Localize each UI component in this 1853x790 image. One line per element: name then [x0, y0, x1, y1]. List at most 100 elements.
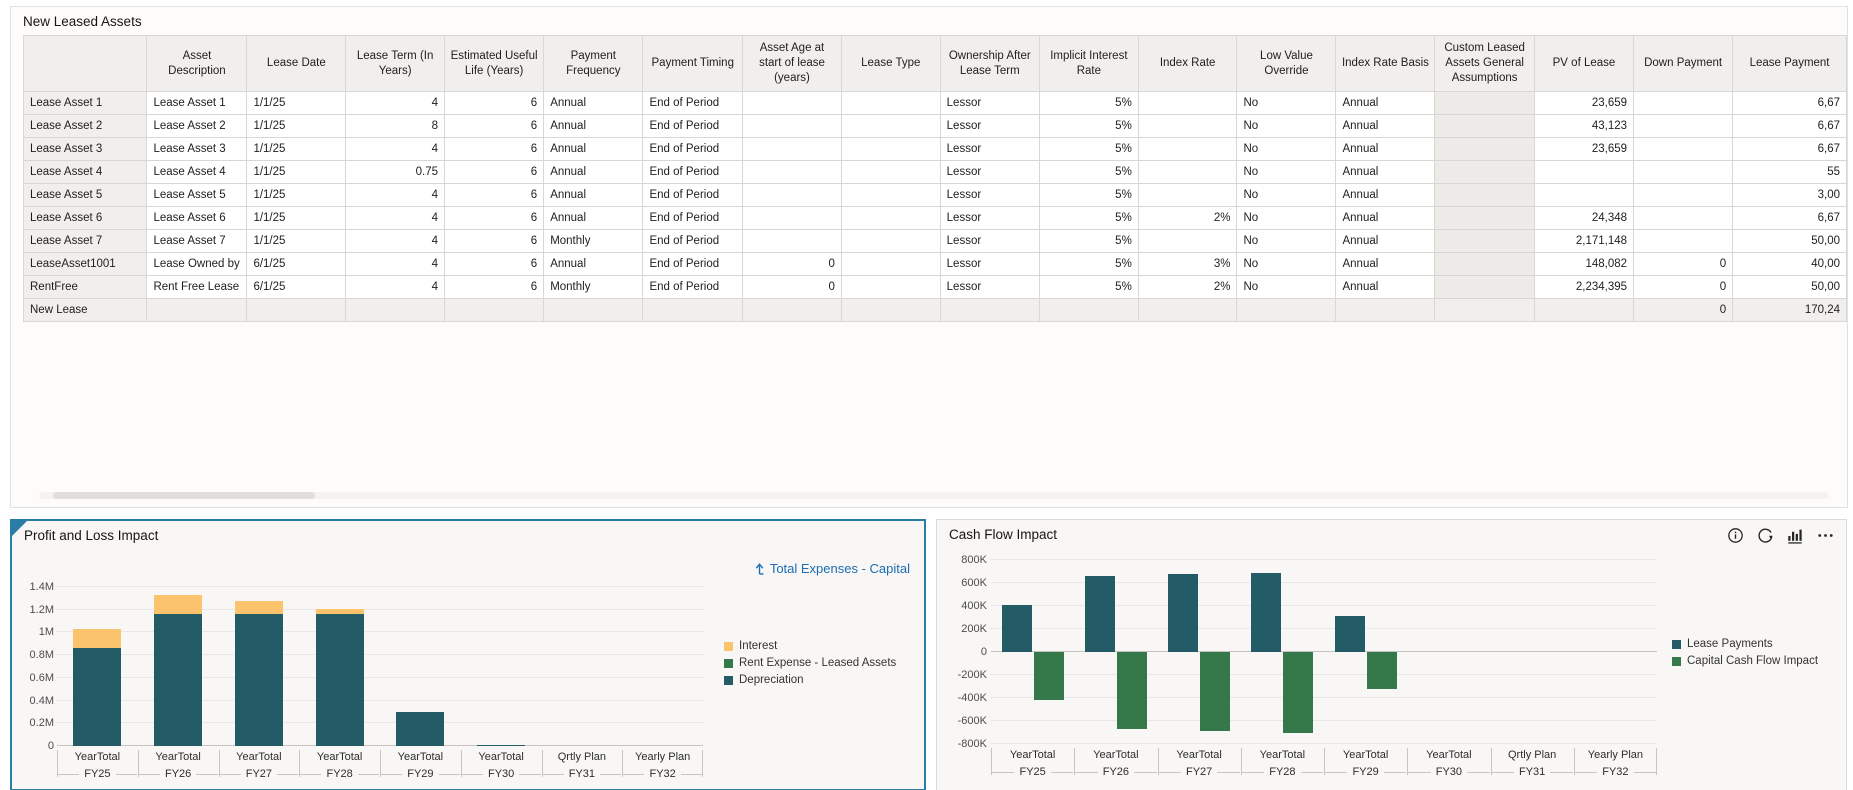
grid-cell[interactable]	[1633, 160, 1734, 184]
column-header[interactable]: Lease Term (In Years)	[345, 35, 446, 92]
grid-cell[interactable]	[1137, 137, 1238, 161]
grid-cell[interactable]	[1335, 298, 1436, 322]
grid-scroll-area[interactable]: Asset Description Lease Date Lease Term (I…	[23, 35, 1847, 322]
grid-cell[interactable]	[1137, 160, 1238, 184]
grid-cell[interactable]: 1/1/25	[246, 91, 347, 115]
more-icon[interactable]	[1817, 527, 1834, 544]
grid-cell[interactable]	[1434, 206, 1535, 230]
bar-lease-payments[interactable]	[1084, 576, 1115, 652]
panel-cash-flow-impact[interactable]: Cash Flow Impact	[936, 519, 1847, 790]
grid-cell[interactable]: 0	[742, 275, 842, 299]
grid-cell[interactable]	[1633, 91, 1734, 115]
grid-cell[interactable]: 5%	[1038, 229, 1139, 253]
grid-cell[interactable]: No	[1236, 114, 1337, 138]
bar-capital-cash-flow-impact[interactable]	[1033, 652, 1064, 701]
grid-cell[interactable]: End of Period	[642, 229, 744, 253]
grid-cell[interactable]: Lease Asset 1	[146, 91, 248, 115]
column-header[interactable]: PV of Lease	[1533, 35, 1635, 92]
grid-cell[interactable]	[1633, 137, 1734, 161]
bar-segment-interest[interactable]	[315, 608, 364, 615]
grid-cell[interactable]: 170,24	[1732, 298, 1847, 322]
grid-cell[interactable]: Annual	[1335, 229, 1436, 253]
grid-cell[interactable]	[1533, 298, 1635, 322]
grid-cell[interactable]	[840, 206, 941, 230]
grid-cell[interactable]: End of Period	[642, 137, 744, 161]
grid-cell[interactable]: 6,67	[1732, 137, 1847, 161]
grid-cell[interactable]: No	[1236, 252, 1337, 276]
grid-cell[interactable]: Lessor	[939, 183, 1040, 207]
grid-cell[interactable]: 2,234,395	[1533, 275, 1635, 299]
row-header[interactable]: Lease Asset 2	[23, 114, 148, 138]
grid-cell[interactable]: 5%	[1038, 252, 1139, 276]
grid-cell[interactable]	[840, 160, 941, 184]
grid-cell[interactable]	[742, 206, 842, 230]
info-icon[interactable]	[1727, 527, 1744, 544]
grid-cell[interactable]: 6/1/25	[246, 275, 347, 299]
grid-cell[interactable]: 55	[1732, 160, 1847, 184]
grid-cell[interactable]: No	[1236, 183, 1337, 207]
grid-cell[interactable]: 6	[444, 91, 545, 115]
grid-cell[interactable]: 4	[345, 183, 446, 207]
grid-cell[interactable]: 148,082	[1533, 252, 1635, 276]
grid-cell[interactable]: Lease Asset 2	[146, 114, 248, 138]
grid-cell[interactable]: 2,171,148	[1533, 229, 1635, 253]
grid-cell[interactable]: 3%	[1137, 252, 1238, 276]
grid-cell[interactable]: Annual	[1335, 160, 1436, 184]
bar-capital-cash-flow-impact[interactable]	[1200, 652, 1231, 731]
bar-lease-payments[interactable]	[1251, 572, 1282, 652]
column-header[interactable]: Lease Date	[246, 35, 347, 92]
grid-cell[interactable]	[1633, 114, 1734, 138]
grid-cell[interactable]: No	[1236, 137, 1337, 161]
grid-cell[interactable]	[246, 298, 347, 322]
grid-cell[interactable]	[1137, 114, 1238, 138]
grid-cell[interactable]: 6/1/25	[246, 252, 347, 276]
grid-cell[interactable]: 6	[444, 252, 545, 276]
bar-segment-depreciation[interactable]	[73, 648, 122, 746]
grid-cell[interactable]: Annual	[543, 206, 644, 230]
grid-cell[interactable]: Lessor	[939, 275, 1040, 299]
grid-cell[interactable]	[840, 114, 941, 138]
grid-cell[interactable]: Lessor	[939, 91, 1040, 115]
grid-cell[interactable]: 2%	[1137, 206, 1238, 230]
grid-cell[interactable]: 0.75	[345, 160, 446, 184]
bar-segment-interest[interactable]	[154, 594, 203, 615]
column-header[interactable]	[23, 35, 148, 92]
grid-cell[interactable]: Annual	[1335, 275, 1436, 299]
scrollbar-thumb[interactable]	[53, 492, 315, 499]
bar-segment-depreciation[interactable]	[154, 614, 203, 746]
grid-cell[interactable]	[742, 229, 842, 253]
grid-cell[interactable]: 4	[345, 252, 446, 276]
grid-cell[interactable]	[1434, 114, 1535, 138]
legend-item[interactable]: Lease Payments	[1672, 638, 1818, 650]
grid-cell[interactable]	[345, 298, 446, 322]
grid-cell[interactable]: End of Period	[642, 252, 744, 276]
column-header[interactable]: Payment Frequency	[543, 35, 644, 92]
bar-segment-depreciation[interactable]	[234, 614, 283, 746]
chart-type-icon[interactable]	[1787, 527, 1804, 544]
grid-cell[interactable]	[840, 91, 941, 115]
grid-cell[interactable]: 0	[1633, 275, 1734, 299]
grid-cell[interactable]: Annual	[543, 114, 644, 138]
grid-cell[interactable]: No	[1236, 229, 1337, 253]
grid-cell[interactable]: 6	[444, 183, 545, 207]
grid-cell[interactable]: Annual	[1335, 183, 1436, 207]
grid-cell[interactable]: Annual	[1335, 114, 1436, 138]
grid-cell[interactable]: End of Period	[642, 206, 744, 230]
grid-cell[interactable]: 4	[345, 91, 446, 115]
grid-cell[interactable]: Lessor	[939, 252, 1040, 276]
grid-cell[interactable]	[840, 275, 941, 299]
bar-segment-depreciation[interactable]	[315, 614, 364, 746]
grid-cell[interactable]: Lessor	[939, 229, 1040, 253]
grid-cell[interactable]: 5%	[1038, 160, 1139, 184]
horizontal-scrollbar[interactable]	[39, 492, 1829, 499]
grid-cell[interactable]: Lease Asset 4	[146, 160, 248, 184]
bar-segment-depreciation[interactable]	[396, 711, 445, 746]
grid-cell[interactable]	[742, 91, 842, 115]
grid-cell[interactable]: 1/1/25	[246, 229, 347, 253]
grid-cell[interactable]: 23,659	[1533, 137, 1635, 161]
grid-cell[interactable]	[840, 229, 941, 253]
row-header[interactable]: LeaseAsset1001	[23, 252, 148, 276]
grid-cell[interactable]	[1633, 229, 1734, 253]
grid-cell[interactable]	[1434, 252, 1535, 276]
grid-cell[interactable]: Rent Free Lease	[146, 275, 248, 299]
